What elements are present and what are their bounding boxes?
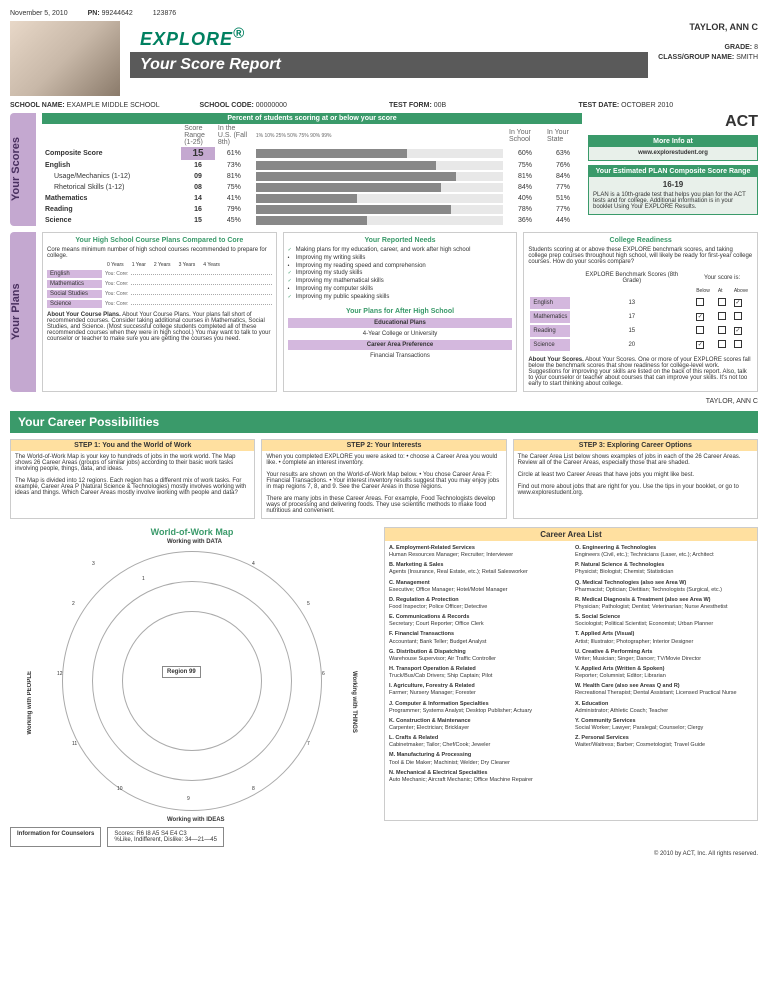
explore-logo: EXPLORE® [140, 25, 648, 50]
act-logo: ACT [588, 113, 758, 131]
world-of-work-map: Region 99 Working with DATA Working with… [32, 541, 352, 821]
doc-id: 123876 [153, 10, 176, 17]
counselors-label: Information for Counselors [10, 827, 101, 847]
counselors-scores: Scores: R6 I8 A5 S4 E4 C3 %Like, Indiffe… [107, 827, 224, 847]
scores-percent-header: Percent of students scoring at or below … [42, 113, 582, 124]
career-step: STEP 3: Exploring Career Options The Car… [513, 439, 758, 519]
scores-tab: Your Scores [10, 113, 36, 226]
student-info: TAYLOR, ANN C GRADE: 8 CLASS/GROUP NAME:… [658, 21, 758, 96]
scores-table: Score Range (1-25) In the U.S. (Fall 8th… [42, 124, 582, 226]
report-title: Your Score Report [130, 52, 648, 78]
plan-range-box: Your Estimated PLAN Composite Score Rang… [588, 165, 758, 215]
more-info-box: More Info at www.explorestudent.org [588, 135, 758, 161]
student-name-repeat: TAYLOR, ANN C [10, 398, 758, 405]
career-area-list: Career Area List A. Employment-Related S… [384, 527, 758, 821]
report-date: November 5, 2010 [10, 10, 68, 17]
college-readiness-box: College Readiness Students scoring at or… [523, 232, 758, 392]
plans-tab: Your Plans [10, 232, 36, 392]
reported-needs-box: Your Reported Needs Making plans for my … [283, 232, 518, 392]
career-header: Your Career Possibilities [10, 411, 758, 433]
top-meta: November 5, 2010 PN: 99244642 123876 [10, 10, 758, 17]
school-info-row: SCHOOL NAME: EXAMPLE MIDDLE SCHOOL SCHOO… [10, 102, 758, 109]
course-plans-box: Your High School Course Plans Compared t… [42, 232, 277, 392]
copyright: © 2010 by ACT, Inc. All rights reserved. [10, 851, 758, 857]
career-step: STEP 1: You and the World of Work The Wo… [10, 439, 255, 519]
wow-map-title: World-of-Work Map [10, 527, 374, 537]
career-step: STEP 2: Your Interests When you complete… [261, 439, 506, 519]
student-photo [10, 21, 120, 96]
